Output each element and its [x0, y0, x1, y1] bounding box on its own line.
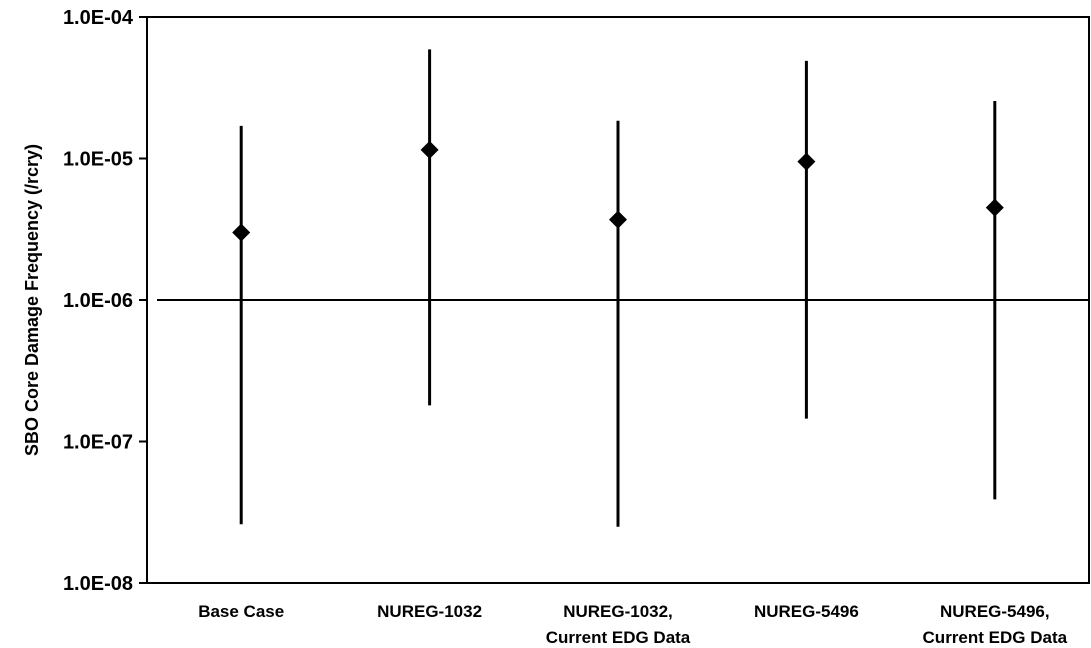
x-category-label: NUREG-1032 — [377, 602, 482, 621]
x-category-label-line: Current EDG Data — [923, 628, 1068, 647]
x-category-label-line: Current EDG Data — [546, 628, 691, 647]
mean-marker — [232, 223, 251, 242]
data-points — [232, 49, 1004, 527]
x-category-label: NUREG-5496 — [754, 602, 859, 621]
mean-marker — [609, 210, 627, 229]
x-category-label-line: NUREG-1032, — [563, 602, 673, 621]
mean-marker — [797, 152, 816, 171]
y-tick-label: 1.0E-08 — [63, 573, 133, 595]
x-category-label: Base Case — [198, 602, 284, 621]
x-category-label: NUREG-1032, Current EDG Data — [546, 602, 691, 647]
y-axis-title: SBO Core Damage Frequency (/rcry) — [22, 144, 42, 456]
y-tick-label: 1.0E-04 — [63, 7, 134, 29]
y-axis-ticks: 1.0E-04 1.0E-05 1.0E-06 1.0E-07 1.0E-08 — [63, 7, 147, 595]
x-category-label-line: NUREG-5496, — [940, 602, 1050, 621]
y-tick-label: 1.0E-06 — [63, 290, 133, 312]
x-category-label-line: NUREG-5496 — [754, 602, 859, 621]
x-category-label-line: NUREG-1032 — [377, 602, 482, 621]
y-tick-label: 1.0E-05 — [63, 149, 133, 171]
x-category-label: NUREG-5496, Current EDG Data — [923, 602, 1068, 647]
x-category-label-line: Base Case — [198, 602, 284, 621]
mean-marker — [420, 140, 439, 159]
y-tick-label: 1.0E-07 — [63, 432, 133, 454]
x-axis-labels: Base Case NUREG-1032 NUREG-1032, Current ED… — [198, 602, 1067, 647]
mean-marker — [985, 198, 1004, 217]
